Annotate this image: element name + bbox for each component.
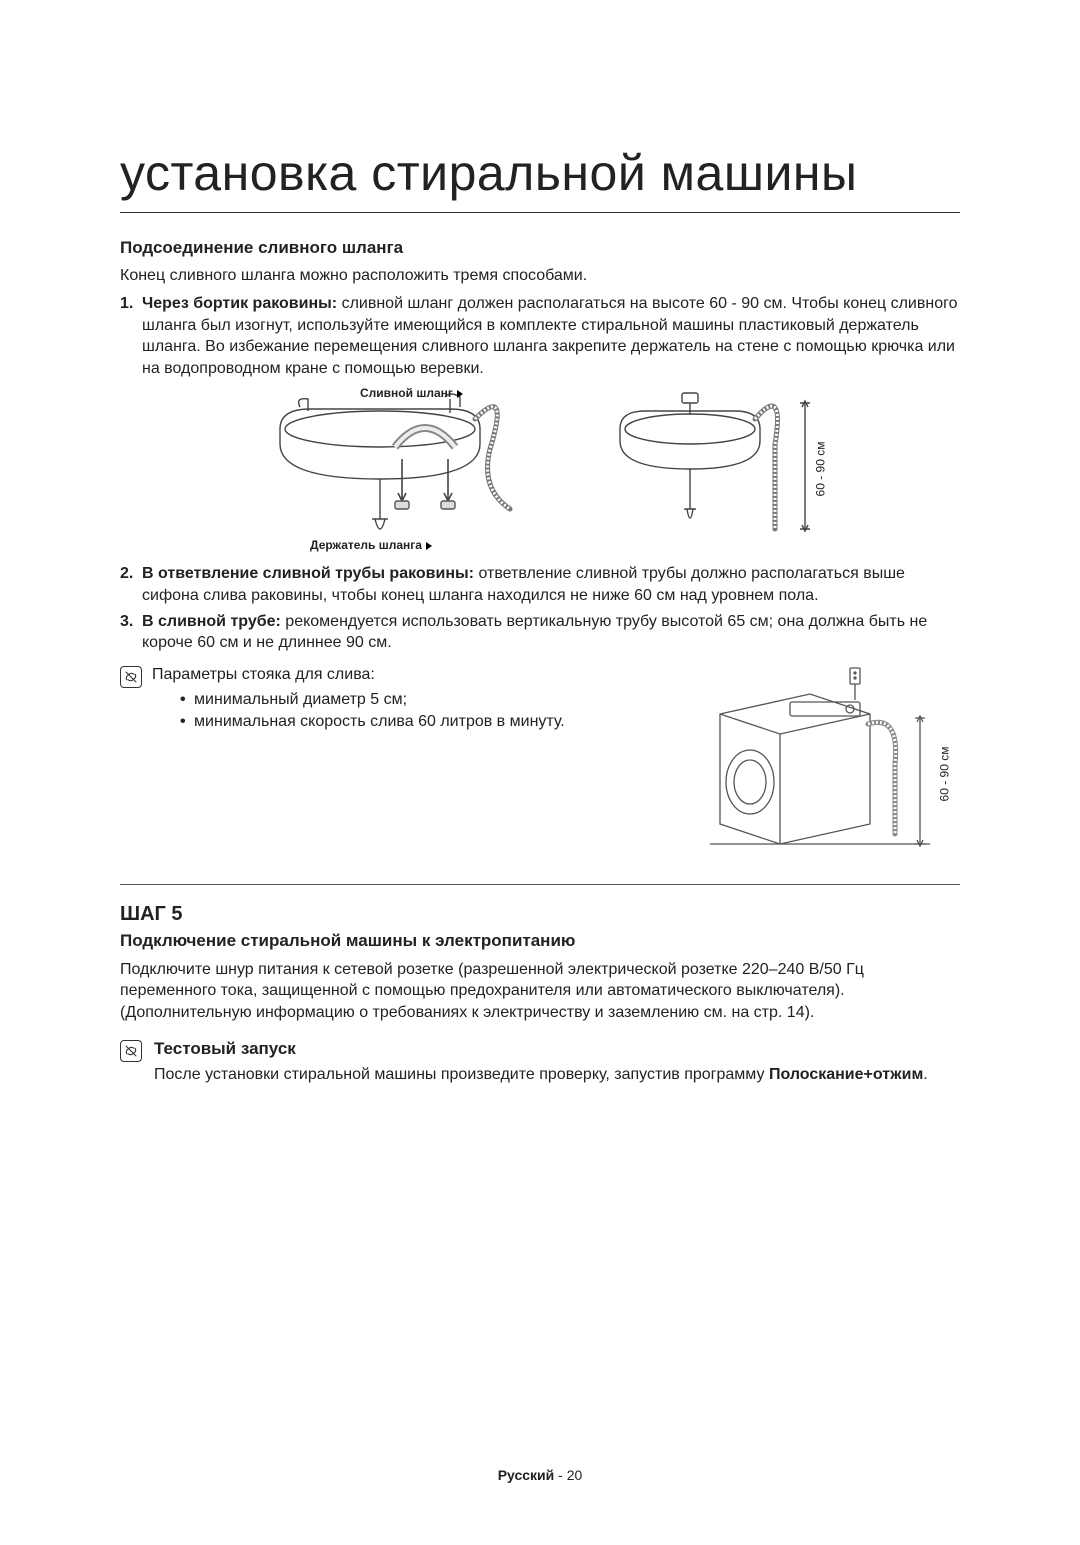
item-number: 3. [120, 611, 133, 633]
drain-methods-list-cont: 2. В ответвление сливной трубы раковины:… [120, 563, 960, 653]
note-icon [120, 1040, 142, 1062]
label-drain-hose: Сливной шланг [360, 385, 463, 401]
figure-row-1: Сливной шланг [120, 389, 960, 549]
test-run-body: После установки стиральной машины произв… [154, 1064, 960, 1086]
footer-lang: Русский [498, 1467, 555, 1483]
footer-page-number: 20 [567, 1467, 583, 1483]
item-lead: Через бортик раковины: [142, 295, 337, 312]
drain-methods-list: 1. Через бортик раковины: сливной шланг … [120, 293, 960, 379]
standpipe-note: Параметры стояка для слива: минимальный … [120, 664, 680, 733]
list-item: минимальный диаметр 5 см; [180, 689, 565, 711]
step-5-label: ШАГ 5 [120, 901, 960, 928]
figure-sink-hose: Сливной шланг [250, 389, 550, 549]
item-lead: В ответвление сливной трубы раковины: [142, 565, 474, 582]
note-icon [120, 666, 142, 688]
washer-diagram-icon [700, 664, 940, 854]
page-footer: Русский - 20 [120, 1466, 960, 1485]
drain-hose-heading: Подсоединение сливного шланга [120, 237, 960, 260]
item-number: 2. [120, 563, 133, 585]
dimension-label: 60 - 90 см [936, 746, 952, 801]
page-title: установка стиральной машины [120, 140, 960, 213]
test-body-pre: После установки стиральной машины произв… [154, 1066, 769, 1083]
figure-sink-dimension: 60 - 90 см [610, 389, 830, 549]
list-item: 2. В ответвление сливной трубы раковины:… [142, 563, 960, 606]
test-run-heading: Тестовый запуск [154, 1038, 960, 1061]
note-intro: Параметры стояка для слива: [152, 664, 565, 686]
figure-washer-standpipe: 60 - 90 см [700, 664, 960, 854]
sink-diagram-icon [250, 389, 550, 549]
section-divider [120, 884, 960, 885]
list-item: 3. В сливной трубе: рекомендуется исполь… [142, 611, 960, 654]
list-item: минимальная скорость слива 60 литров в м… [180, 711, 565, 733]
list-item: 1. Через бортик раковины: сливной шланг … [142, 293, 960, 379]
dimension-label: 60 - 90 см [812, 442, 828, 497]
power-heading: Подключение стиральной машины к электроп… [120, 930, 960, 953]
item-number: 1. [120, 293, 133, 315]
power-body: Подключите шнур питания к сетевой розетк… [120, 959, 960, 1024]
label-hose-holder: Держатель шланга [310, 537, 432, 553]
note-bullets: минимальный диаметр 5 см; минимальная ск… [152, 689, 565, 732]
drain-hose-intro: Конец сливного шланга можно расположить … [120, 265, 960, 287]
test-program-name: Полоскание+отжим [769, 1066, 923, 1083]
test-body-post: . [923, 1066, 927, 1083]
footer-sep: - [554, 1467, 566, 1483]
sink-height-diagram-icon [610, 389, 830, 549]
item-lead: В сливной трубе: [142, 613, 281, 630]
